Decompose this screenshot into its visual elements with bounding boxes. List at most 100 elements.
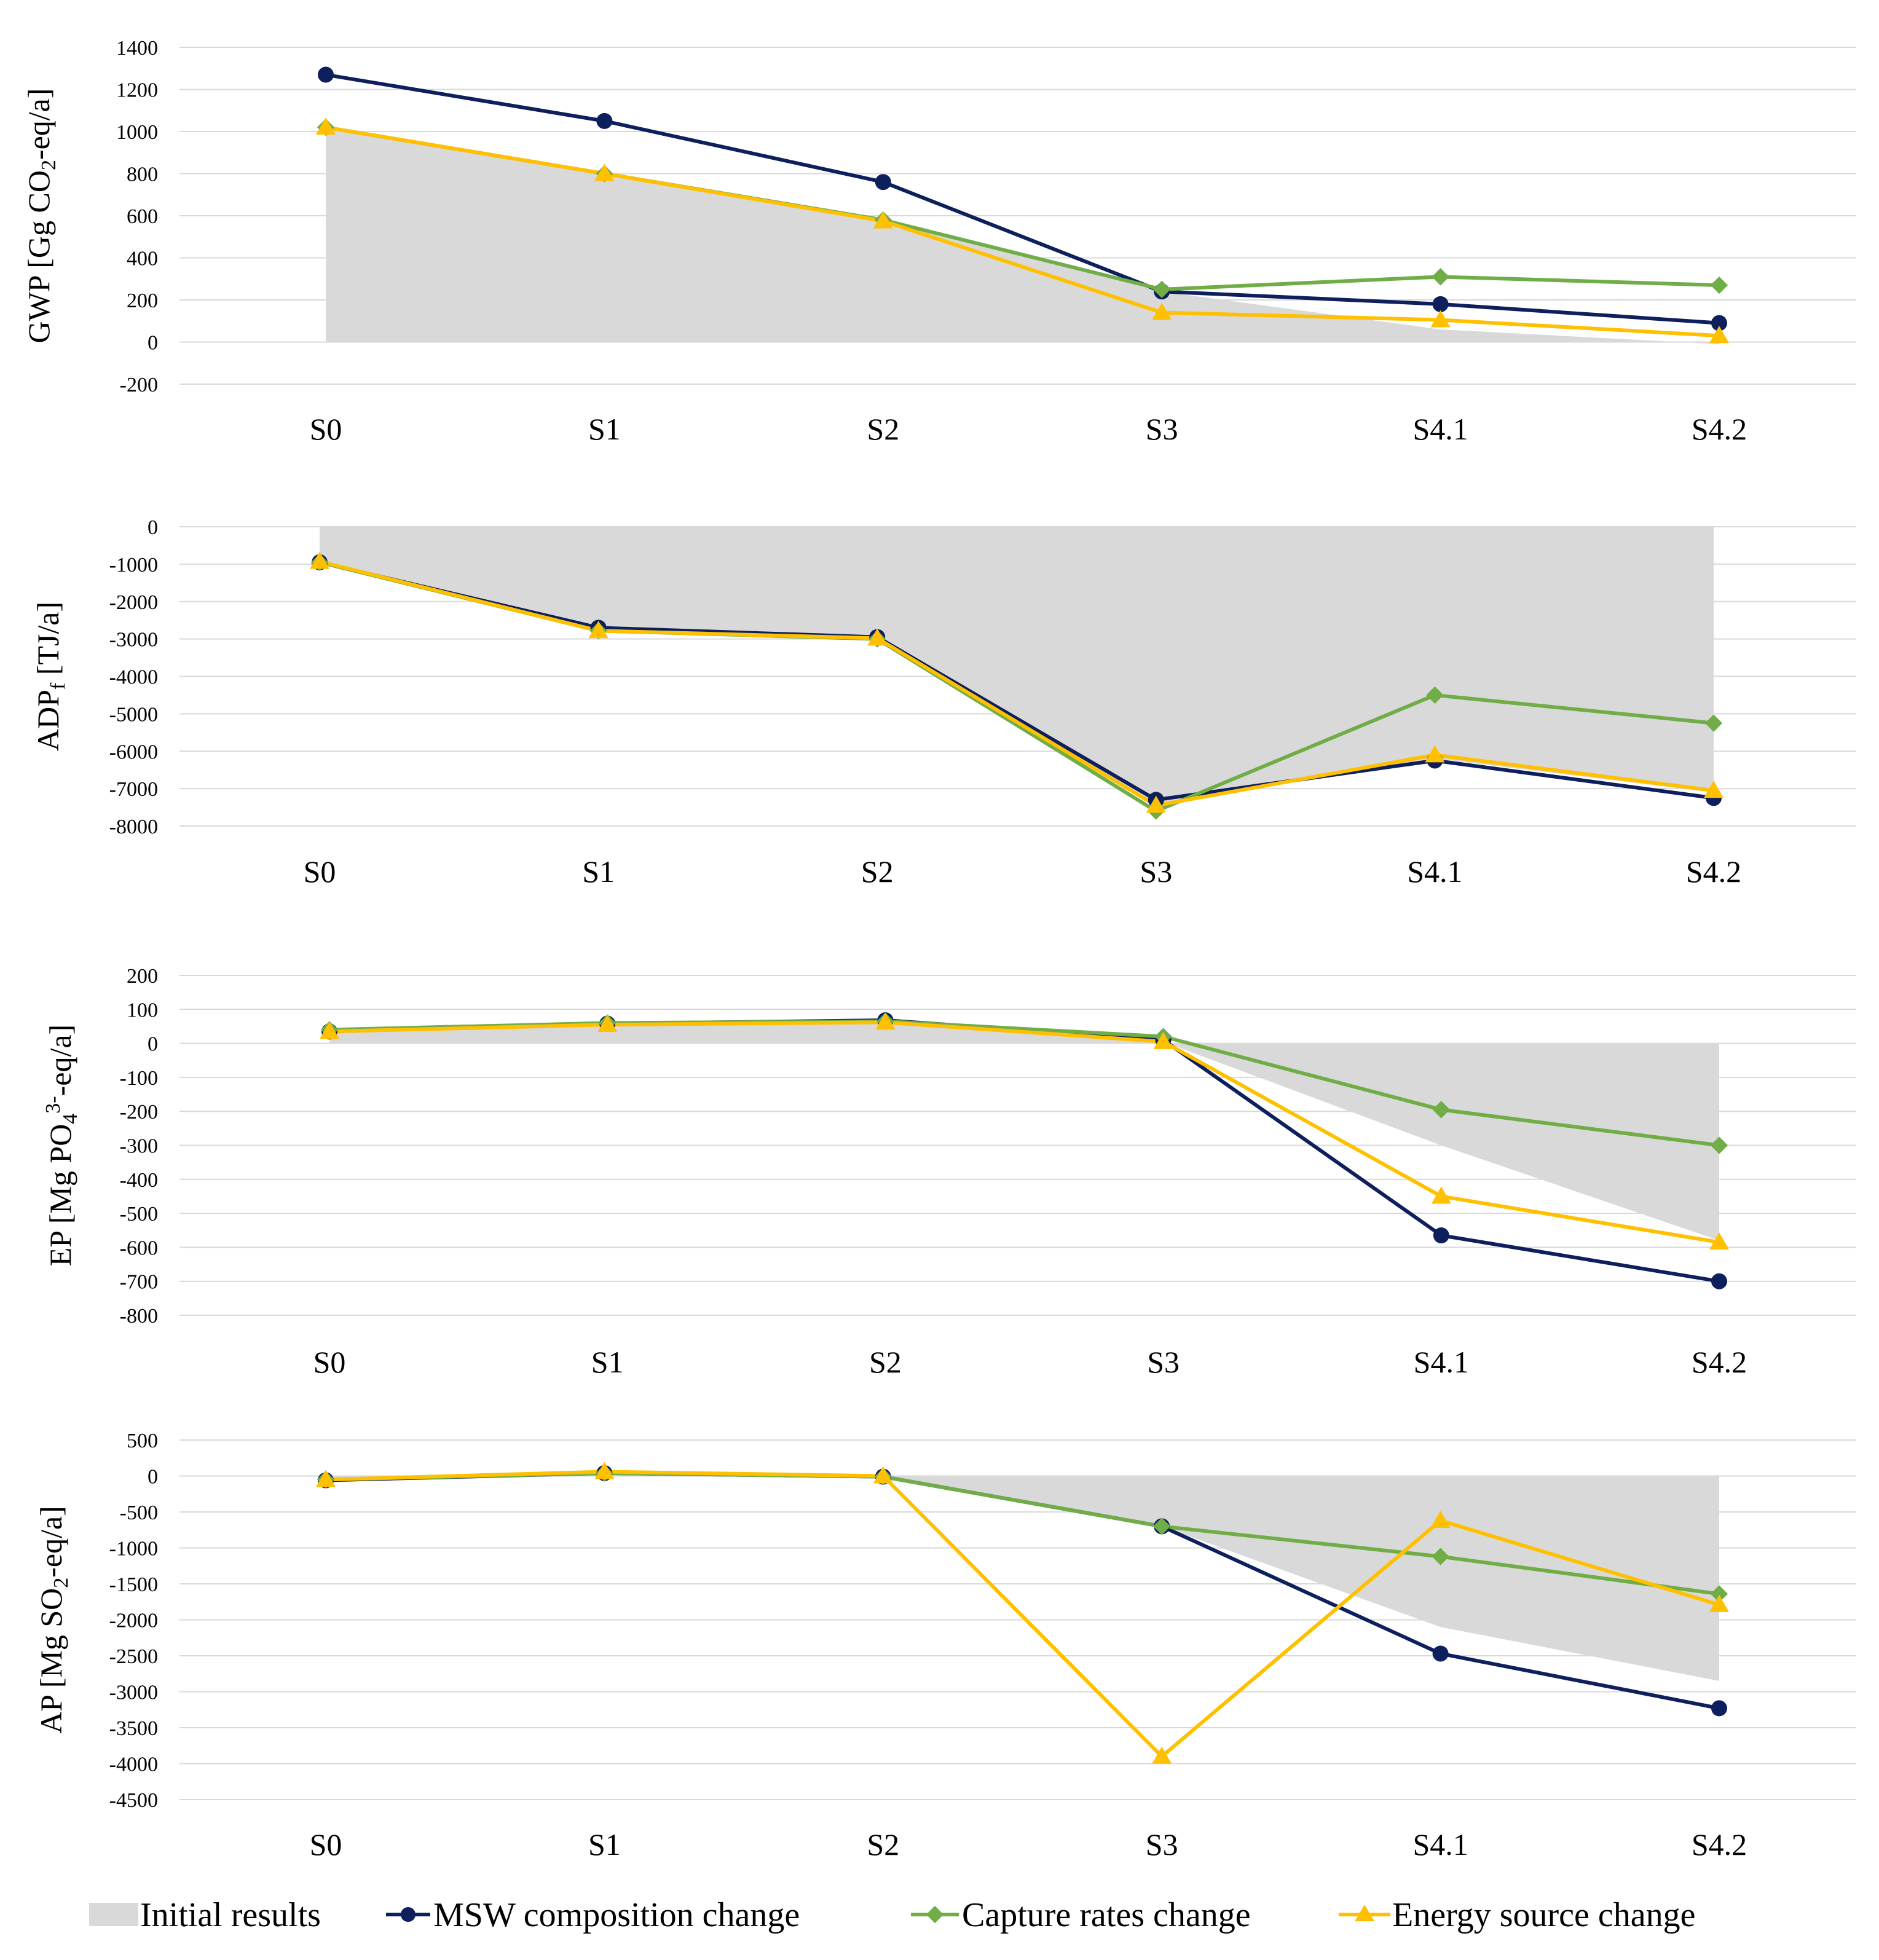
y-tick-label: -800 bbox=[120, 1305, 158, 1328]
point-energy bbox=[1153, 1031, 1173, 1049]
x-category-label: S3 bbox=[1146, 1827, 1178, 1862]
x-category-label: S2 bbox=[869, 1345, 902, 1379]
x-category-label: S2 bbox=[867, 412, 899, 446]
point-energy bbox=[1709, 1594, 1729, 1612]
point-energy bbox=[594, 1462, 615, 1479]
point-energy bbox=[873, 1466, 893, 1484]
y-tick-label: 200 bbox=[127, 289, 158, 312]
y-tick-label: 0 bbox=[148, 332, 158, 355]
y-tick-label: -700 bbox=[120, 1271, 158, 1294]
y-tick-label: -7000 bbox=[109, 778, 158, 801]
point-energy bbox=[316, 117, 336, 135]
x-category-label: S0 bbox=[310, 1827, 342, 1862]
y-tick-label: -2000 bbox=[109, 591, 158, 614]
x-category-label: S4.1 bbox=[1412, 1827, 1468, 1862]
y-tick-label: -5000 bbox=[109, 703, 158, 726]
y-tick-label: -3500 bbox=[109, 1717, 158, 1740]
point-energy bbox=[1152, 302, 1172, 320]
y-tick-label: -3000 bbox=[109, 1682, 158, 1704]
series-line-energy bbox=[325, 1470, 1720, 1758]
y-tick-label: -1000 bbox=[109, 1538, 158, 1561]
x-category-label: S0 bbox=[310, 412, 342, 446]
x-category-label: S3 bbox=[1147, 1345, 1180, 1379]
y-axis-label: AP [Mg SO2-eq/a] bbox=[34, 1506, 73, 1734]
point-capture bbox=[1432, 1548, 1449, 1565]
point-msw bbox=[1432, 296, 1449, 312]
point-energy bbox=[594, 163, 615, 181]
area-initial-results bbox=[320, 527, 1714, 804]
point-energy bbox=[1430, 310, 1451, 328]
series-line-msw bbox=[325, 73, 1720, 325]
area-initial-results bbox=[329, 1023, 1719, 1241]
y-tick-label: -300 bbox=[120, 1135, 158, 1158]
point-energy bbox=[875, 1012, 896, 1030]
point-msw bbox=[596, 112, 613, 129]
y-axis-label-text: AP [Mg SO bbox=[34, 1588, 68, 1734]
x-category-label: S4.2 bbox=[1692, 1827, 1747, 1862]
x-category-label: S2 bbox=[861, 854, 894, 889]
y-tick-label: 0 bbox=[148, 1466, 158, 1489]
y-tick-label: -8000 bbox=[109, 816, 158, 838]
legend-label-capture: Capture rates change bbox=[962, 1896, 1251, 1934]
y-axis-label-subscript: 2 bbox=[37, 160, 60, 170]
y-axis-label: ADPf [TJ/a] bbox=[31, 602, 69, 751]
point-capture bbox=[1426, 686, 1444, 704]
y-tick-label: -4000 bbox=[109, 1753, 158, 1776]
point-energy bbox=[1431, 1186, 1451, 1204]
x-category-label: S4.2 bbox=[1692, 412, 1747, 446]
y-tick-label: -4500 bbox=[109, 1789, 158, 1812]
point-energy bbox=[1425, 745, 1445, 763]
point-energy bbox=[1146, 795, 1166, 813]
y-tick-label: -400 bbox=[120, 1169, 158, 1192]
point-energy bbox=[597, 1015, 618, 1033]
y-axis-label-suffix: -eq/a] bbox=[34, 1506, 68, 1578]
y-axis-label-subscript: 2 bbox=[50, 1578, 73, 1588]
legend-label-initial: Initial results bbox=[140, 1896, 321, 1934]
y-axis-label: EP [Mg PO43--eq/a] bbox=[42, 1025, 82, 1266]
x-category-label: S0 bbox=[313, 1345, 346, 1379]
y-axis-label-text: ADP bbox=[31, 690, 65, 751]
point-capture bbox=[1710, 1136, 1728, 1154]
x-category-label: S1 bbox=[582, 854, 615, 889]
y-tick-label: -3000 bbox=[109, 629, 158, 651]
x-category-label: S4.1 bbox=[1407, 854, 1462, 889]
legend-marker-msw bbox=[401, 1907, 416, 1922]
point-energy bbox=[310, 551, 329, 569]
point-msw bbox=[1432, 1645, 1449, 1662]
x-category-label: S2 bbox=[867, 1827, 899, 1862]
y-tick-label: -6000 bbox=[109, 741, 158, 763]
point-energy bbox=[316, 1470, 336, 1487]
series-line-energy bbox=[325, 125, 1720, 338]
y-axis-label-suffix: -eq/a] bbox=[22, 88, 56, 160]
point-msw bbox=[1433, 1227, 1449, 1244]
y-axis-label-subscript: 4 bbox=[59, 1114, 82, 1124]
y-tick-label: -4000 bbox=[109, 666, 158, 689]
y-tick-label: 800 bbox=[127, 163, 158, 186]
legend-label-msw: MSW composition change bbox=[433, 1896, 800, 1934]
x-category-label: S4.1 bbox=[1412, 412, 1468, 446]
point-energy bbox=[1704, 781, 1723, 798]
y-axis-label-text: GWP [Gg CO bbox=[22, 170, 56, 343]
y-tick-label: 600 bbox=[127, 205, 158, 228]
y-tick-label: 100 bbox=[127, 999, 158, 1021]
y-axis-label-suffix: -eq/a] bbox=[43, 1025, 77, 1096]
y-tick-label: 0 bbox=[148, 516, 158, 539]
point-energy bbox=[1430, 1511, 1451, 1529]
y-tick-label: 1200 bbox=[116, 79, 158, 102]
x-category-label: S1 bbox=[588, 412, 621, 446]
point-msw bbox=[1711, 1273, 1727, 1289]
series-line-energy bbox=[329, 1020, 1720, 1245]
x-category-label: S3 bbox=[1146, 412, 1178, 446]
legend-marker-capture bbox=[926, 1905, 944, 1924]
x-category-label: S4.2 bbox=[1692, 1345, 1747, 1379]
y-axis-label: GWP [Gg CO2-eq/a] bbox=[22, 88, 60, 343]
point-capture bbox=[1432, 268, 1449, 286]
area-initial-results bbox=[326, 1473, 1719, 1681]
area-initial-results bbox=[326, 127, 1719, 344]
y-tick-label: -2500 bbox=[109, 1645, 158, 1668]
point-msw bbox=[318, 66, 334, 83]
point-energy bbox=[1709, 1232, 1729, 1250]
x-category-label: S1 bbox=[591, 1345, 624, 1379]
y-axis-label-subscript: f bbox=[47, 682, 69, 690]
